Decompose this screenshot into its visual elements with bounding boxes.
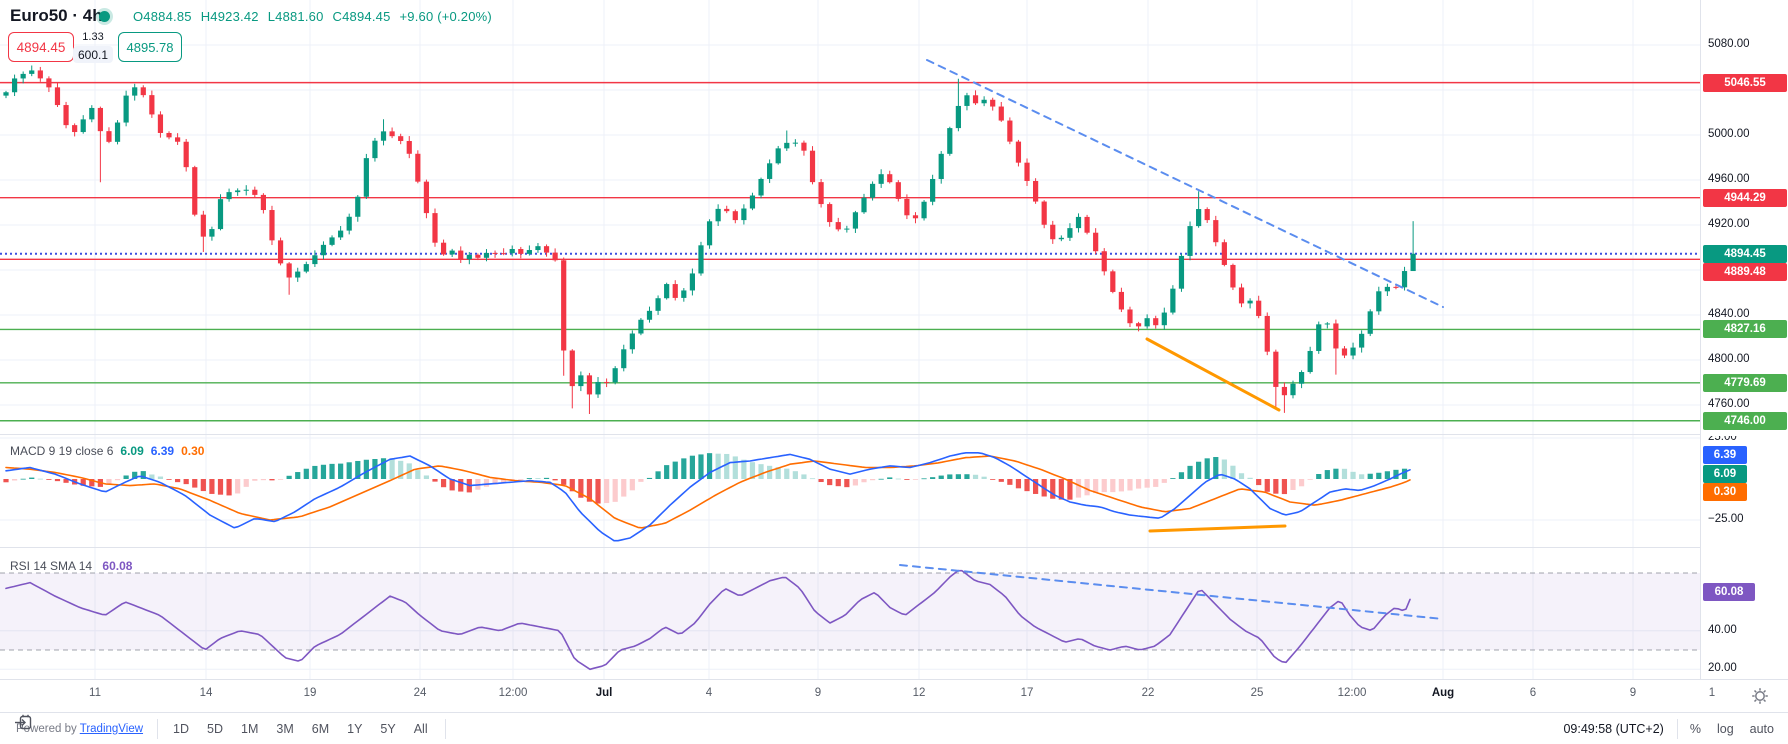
time-axis-label: 12: [912, 687, 926, 699]
price-axis[interactable]: 5080.00 5000.00 4960.00 4920.00 4840.00 4800.…: [1700, 0, 1788, 712]
price-axis-tick: 4760.00: [1708, 398, 1750, 410]
powered-by: Powered by TradingView: [16, 723, 143, 735]
toolbar-divider-3: [1676, 718, 1678, 739]
time-axis-label: 6: [1529, 687, 1537, 699]
market-status-icon[interactable]: [99, 11, 110, 22]
time-axis-label: Jul: [595, 687, 613, 699]
rsi-legend-title: RSI 14 SMA 14: [10, 559, 93, 573]
price-axis-tick: 4800.00: [1708, 353, 1750, 365]
rsi-axis-tick: 40.00: [1708, 623, 1737, 636]
range-button-all[interactable]: All: [413, 721, 428, 736]
toolbar-divider: [157, 718, 159, 739]
range-button-6m[interactable]: 6M: [311, 721, 330, 736]
price-axis-tick: 5000.00: [1708, 128, 1750, 140]
price-badge: 5046.55: [1703, 73, 1787, 92]
macd-divergence-line[interactable]: [1148, 524, 1287, 533]
macd-badge: 0.30: [1703, 483, 1747, 501]
macd-legend-value: 6.09: [120, 444, 144, 458]
ohlc-value: H4923.42: [200, 9, 259, 24]
ohlc-value: O4884.85: [133, 9, 192, 24]
rsi-axis-tick: 20.00: [1708, 662, 1737, 675]
rsi-descending-trendline[interactable]: [899, 564, 1444, 620]
price-badge: 4889.48: [1703, 263, 1787, 282]
macd-legend-value: 0.30: [181, 444, 205, 458]
spread-value: 1.33: [82, 31, 104, 43]
time-axis-label: 1: [1708, 687, 1716, 699]
price-axis-tick: 5080.00: [1708, 38, 1750, 50]
macd-legend-title: MACD 9 19 close 6: [10, 444, 114, 458]
range-button-5y[interactable]: 5Y: [380, 721, 396, 736]
time-axis-label: 14: [199, 687, 213, 699]
timezone-gear-icon[interactable]: [1750, 686, 1770, 706]
macd-legend-value: 6.39: [150, 444, 175, 458]
macd-badge: 6.09: [1703, 464, 1747, 483]
time-axis-label: Aug: [1431, 687, 1455, 699]
ohlc-value: L4881.60: [267, 9, 324, 24]
scale-controls: % log auto: [1682, 718, 1782, 740]
toolbar-divider-2: [444, 718, 446, 739]
rsi-indicator: [5, 569, 1411, 671]
macd-badge: 6.39: [1703, 446, 1747, 464]
macd-axis-tick-top: 25.00: [1708, 436, 1737, 443]
price-badge: 4827.16: [1703, 320, 1787, 339]
price-badge: 4779.69: [1703, 373, 1787, 392]
scale-control-auto[interactable]: auto: [1749, 721, 1774, 736]
time-axis-label: 25: [1250, 687, 1264, 699]
time-axis-label: 9: [814, 687, 822, 699]
time-axis-label: 11: [89, 687, 101, 699]
time-axis-label: 9: [1629, 687, 1637, 699]
macd-axis-tick-bottom: −25.00: [1708, 513, 1744, 525]
range-button-1d[interactable]: 1D: [173, 721, 190, 736]
price-axis-tick: 4840.00: [1708, 308, 1750, 320]
rsi-legend-value: 60.08: [102, 559, 133, 573]
price-axis-tick: 4960.00: [1708, 173, 1750, 185]
ohlc-readout: O4884.85 H4923.42 L4881.60 C4894.45 +9.60 (+…: [133, 9, 501, 24]
countdown-pill: 600.1: [73, 46, 113, 63]
drawing-trendlines[interactable]: [899, 59, 1444, 620]
time-axis-label: 12:00: [498, 687, 528, 699]
candlestick-series: [3, 65, 1416, 414]
time-axis-label: 4: [705, 687, 713, 699]
price-badge: 4894.45: [1703, 244, 1787, 263]
rsi-band: [0, 572, 1700, 651]
tradingview-link[interactable]: TradingView: [79, 722, 144, 735]
symbol-title[interactable]: Euro50 · 4h: [10, 6, 103, 25]
time-axis-label: 19: [303, 687, 317, 699]
range-button-1y[interactable]: 1Y: [347, 721, 363, 736]
go-to-date-icon[interactable]: [14, 713, 33, 732]
price-level-lines[interactable]: [0, 81, 1700, 422]
time-axis-label: 17: [1020, 687, 1034, 699]
rsi-legend[interactable]: RSI 14 SMA 14 60.08: [10, 559, 132, 573]
price-descending-trendline[interactable]: [926, 59, 1444, 308]
price-badge: 4746.00: [1703, 411, 1787, 430]
rsi-badge: 60.08: [1703, 583, 1755, 602]
time-axis-label: 24: [413, 687, 427, 699]
scale-control-log[interactable]: log: [1716, 721, 1734, 736]
time-axis[interactable]: 11 14 19 24 12:00 Jul 4 9 12 17 22 25 12:00 Aug 6 9 1: [0, 679, 1788, 713]
range-button-5d[interactable]: 5D: [207, 721, 223, 736]
range-switcher: 1D 5D 1M 3M 6M 1Y 5Y All: [164, 718, 437, 740]
scale-control-percent[interactable]: %: [1689, 721, 1701, 736]
time-axis-label: 12:00: [1337, 687, 1367, 699]
session-clock[interactable]: 09:49:58 (UTC+2): [1563, 721, 1664, 736]
pane-separators[interactable]: [0, 434, 1788, 548]
macd-legend[interactable]: MACD 9 19 close 6 6.09 6.39 0.30: [10, 444, 204, 458]
range-button-3m[interactable]: 3M: [276, 721, 294, 736]
ohlc-value: +9.60 (+0.20%): [399, 9, 492, 24]
price-axis-tick: 4920.00: [1708, 218, 1750, 230]
macd-indicator: [3, 451, 1411, 542]
ohlc-value: C4894.45: [332, 9, 391, 24]
range-button-1m[interactable]: 1M: [241, 721, 259, 736]
price-badge: 4944.29: [1703, 188, 1787, 207]
bid-price-box[interactable]: 4894.45: [8, 32, 74, 62]
time-axis-label: 22: [1141, 687, 1155, 699]
price-divergence-line[interactable]: [1145, 337, 1281, 412]
bottom-toolbar: Powered by TradingView 1D 5D 1M 3M 6M 1Y 5Y All…: [0, 712, 1788, 744]
gridlines: [0, 0, 1700, 679]
ask-price-box[interactable]: 4895.78: [118, 32, 182, 62]
